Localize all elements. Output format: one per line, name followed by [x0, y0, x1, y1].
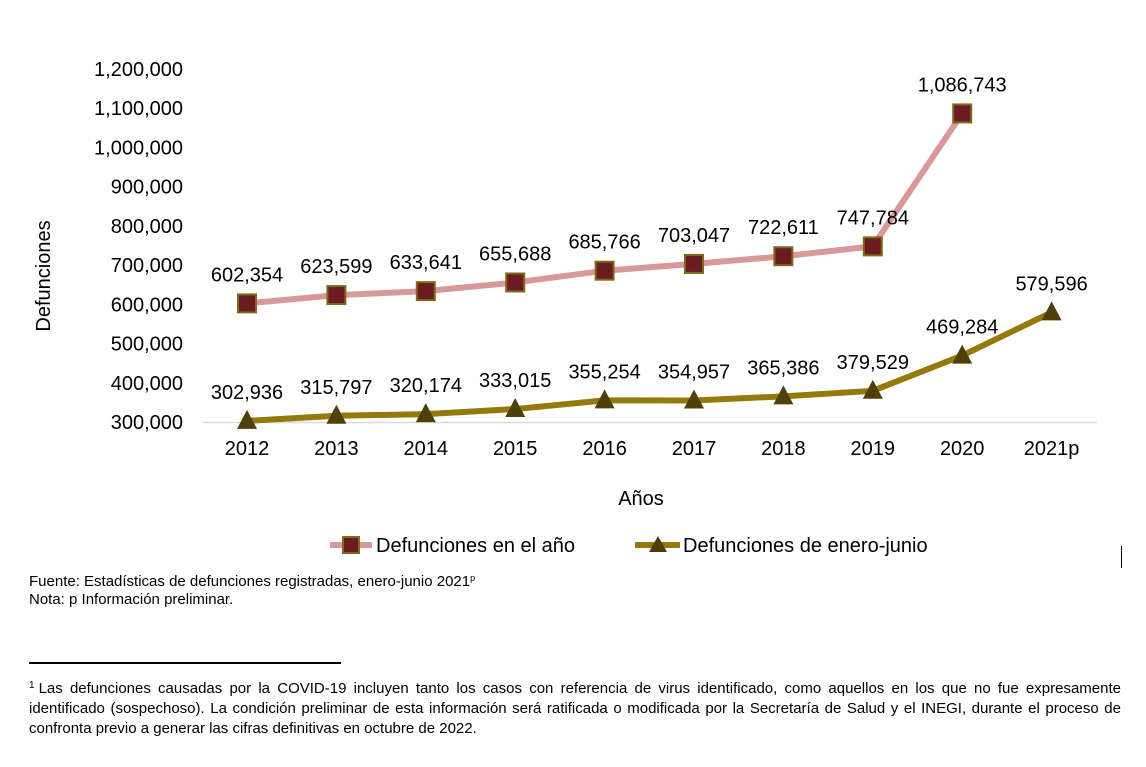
x-tick-label: 2020 — [940, 438, 985, 460]
marker-triangle — [415, 403, 436, 423]
y-axis-tick-labels: 300,000 400,000 500,000 600,000 700,000 800,0… — [94, 59, 183, 434]
marker-triangle — [505, 398, 526, 418]
legend: Defunciones en el año Defunciones de ene… — [330, 535, 928, 557]
source-text: Fuente: Estadísticas de defunciones regi… — [29, 573, 471, 590]
data-label: 747,784 — [837, 207, 909, 229]
legend-marker-triangle — [649, 536, 667, 552]
x-tick-label: 2019 — [851, 438, 896, 460]
marker-triangle — [1041, 301, 1062, 321]
footnote-text: Las defunciones causadas por la COVID-19… — [29, 680, 1121, 737]
y-tick-label: 1,100,000 — [94, 98, 183, 120]
marker-square — [326, 285, 347, 306]
legend-marker-square — [342, 536, 360, 554]
series-layer — [237, 103, 1062, 429]
data-label: 379,529 — [837, 352, 909, 374]
marker-square — [773, 246, 794, 267]
x-tick-label: 2015 — [493, 438, 538, 460]
series-line-semester — [246, 309, 1053, 424]
data-label: 365,386 — [747, 357, 819, 379]
marker-square — [415, 281, 436, 302]
data-label: 320,174 — [390, 375, 462, 397]
y-tick-label: 500,000 — [111, 334, 183, 356]
source-superscript: p — [470, 573, 476, 583]
legend-label-semester: Defunciones de enero-junio — [683, 535, 928, 557]
data-label: 1,086,743 — [918, 74, 1007, 96]
marker-triangle — [594, 389, 615, 409]
x-tick-label: 2021p — [1024, 438, 1080, 460]
x-tick-label: 2013 — [314, 438, 359, 460]
data-label: 602,354 — [211, 264, 283, 286]
data-label: 623,599 — [300, 256, 372, 278]
y-tick-label: 800,000 — [111, 216, 183, 238]
marker-square — [862, 236, 883, 257]
data-label: 333,015 — [479, 370, 551, 392]
source-note: Fuente: Estadísticas de defunciones regi… — [29, 569, 475, 591]
y-tick-label: 400,000 — [111, 373, 183, 395]
footnote-mark: 1 — [29, 680, 35, 691]
legend-label-annual: Defunciones en el año — [376, 535, 575, 557]
x-tick-label: 2014 — [404, 438, 449, 460]
data-label: 703,047 — [658, 225, 730, 247]
data-label: 315,797 — [300, 377, 372, 399]
marker-triangle — [862, 379, 883, 399]
data-label: 655,688 — [479, 243, 551, 265]
line-chart: 300,000 400,000 500,000 600,000 700,000 800,0… — [33, 59, 1097, 557]
footnote: 1 Las defunciones causadas por la COVID-1… — [29, 676, 1121, 739]
y-tick-label: 300,000 — [111, 412, 183, 434]
x-axis-title: Años — [618, 488, 664, 510]
x-axis-tick-labels: 2012 2013 2014 2015 2016 2017 2018 2019 2020 2021… — [225, 438, 1080, 460]
marker-triangle — [684, 389, 704, 409]
marker-triangle — [326, 404, 347, 424]
y-tick-label: 900,000 — [111, 177, 183, 199]
data-label: 633,641 — [390, 252, 462, 274]
data-label: 579,596 — [1015, 273, 1087, 295]
marker-square — [237, 293, 257, 314]
text-cursor — [1121, 546, 1122, 568]
x-tick-label: 2017 — [672, 438, 717, 460]
marker-square — [505, 272, 526, 293]
x-tick-label: 2012 — [225, 438, 270, 460]
marker-triangle — [773, 385, 794, 405]
marker-triangle — [952, 344, 973, 364]
y-tick-label: 700,000 — [111, 255, 183, 277]
data-labels: 602,354 623,599 633,641 655,688 685,766 703,0… — [211, 74, 1088, 403]
y-tick-label: 600,000 — [111, 294, 183, 316]
x-tick-label: 2016 — [582, 438, 627, 460]
marker-square — [952, 103, 973, 124]
y-axis-title: Defunciones — [33, 220, 55, 331]
data-label: 469,284 — [926, 317, 998, 339]
marker-square — [684, 253, 704, 274]
data-label: 302,936 — [211, 382, 283, 404]
preliminary-note: Nota: p Información preliminar. — [29, 591, 234, 608]
data-label: 355,254 — [568, 361, 640, 383]
marker-triangle — [237, 409, 257, 429]
data-label: 722,611 — [748, 217, 819, 239]
y-tick-label: 1,000,000 — [94, 137, 183, 159]
y-tick-label: 1,200,000 — [94, 59, 183, 81]
footnote-separator — [29, 662, 341, 664]
x-tick-label: 2018 — [761, 438, 806, 460]
data-label: 354,957 — [658, 361, 730, 383]
marker-square — [594, 260, 615, 281]
data-label: 685,766 — [568, 232, 640, 254]
